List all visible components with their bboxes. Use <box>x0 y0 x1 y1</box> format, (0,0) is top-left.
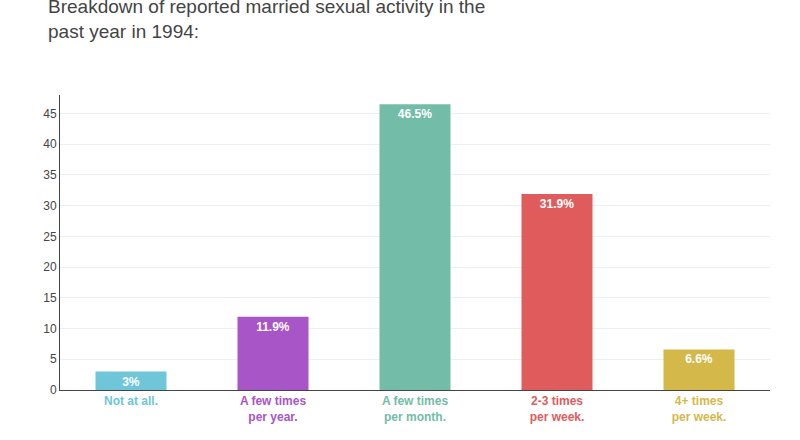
svg-text:11.9%: 11.9% <box>256 320 290 334</box>
svg-text:40: 40 <box>43 137 57 151</box>
svg-text:2-3 timesper week.: 2-3 timesper week. <box>530 394 585 424</box>
svg-text:10: 10 <box>43 322 57 336</box>
svg-text:A few timesper year.: A few timesper year. <box>240 394 307 424</box>
svg-text:Breakdown of reported married: Breakdown of reported married sexual act… <box>48 0 485 42</box>
svg-text:4+ timesper week.: 4+ timesper week. <box>672 394 727 424</box>
svg-text:31.9%: 31.9% <box>540 197 574 211</box>
svg-text:Not at all.: Not at all. <box>104 394 158 408</box>
svg-text:5: 5 <box>50 352 57 366</box>
svg-text:A few timesper month.: A few timesper month. <box>382 394 449 424</box>
svg-text:3%: 3% <box>122 375 140 389</box>
svg-text:25: 25 <box>43 230 57 244</box>
svg-text:35: 35 <box>43 168 57 182</box>
svg-text:46.5%: 46.5% <box>398 107 432 121</box>
svg-text:20: 20 <box>43 260 57 274</box>
svg-text:6.6%: 6.6% <box>685 352 713 366</box>
svg-text:0: 0 <box>50 383 57 397</box>
svg-text:45: 45 <box>43 107 57 121</box>
svg-text:30: 30 <box>43 199 57 213</box>
svg-text:15: 15 <box>43 291 57 305</box>
